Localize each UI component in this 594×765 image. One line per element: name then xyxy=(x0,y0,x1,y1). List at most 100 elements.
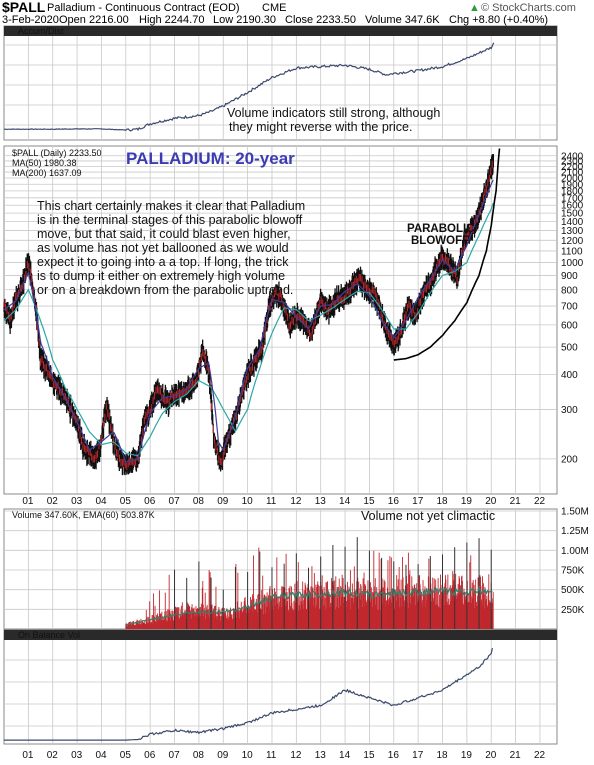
volume-y-tick-label: 250K xyxy=(561,605,585,616)
x-tick-label: 02 xyxy=(47,750,59,761)
obv-frame xyxy=(3,629,558,745)
source-credit: © StockCharts.com xyxy=(481,2,576,14)
x-tick-label: 20 xyxy=(485,750,497,761)
accum-dist-header-bar xyxy=(4,26,557,36)
price-y-tick-label: 1500 xyxy=(561,209,584,220)
price-annotation: This chart certainly makes it clear that… xyxy=(37,199,305,297)
price-annotation-line: move, but that said, it could blast even… xyxy=(37,227,291,241)
price-frame xyxy=(3,145,558,495)
obv-legend: On Balance Vol xyxy=(18,630,80,640)
x-tick-label: 09 xyxy=(217,496,229,507)
x-tick-label: 01 xyxy=(22,750,34,761)
x-tick-label: 05 xyxy=(120,750,132,761)
x-tick-label: 08 xyxy=(193,750,205,761)
x-tick-label: 21 xyxy=(510,496,522,507)
x-tick-label: 15 xyxy=(363,750,375,761)
x-tick-label: 19 xyxy=(461,750,473,761)
volume-y-tick-label: 1.25M xyxy=(561,526,589,537)
header-open: Open 2216.00 xyxy=(59,14,129,26)
x-tick-label: 10 xyxy=(242,750,254,761)
price-y-tick-label: 1700 xyxy=(561,193,584,204)
x-tick-label: 10 xyxy=(242,496,254,507)
accum-dist-line xyxy=(4,42,495,132)
x-tick-label: 13 xyxy=(315,496,327,507)
price-y-tick-label: 1400 xyxy=(561,217,584,228)
x-tick-label: 06 xyxy=(144,496,156,507)
callout-parabolic: PARABOLIC xyxy=(407,223,475,235)
x-tick-label: 13 xyxy=(315,750,327,761)
volume-annotation: Volume not yet climactic xyxy=(361,509,495,523)
price-legend-ma200: MA(200) 1637.09 xyxy=(12,168,82,178)
price-legend-symbol: $PALL (Daily) 2233.50 xyxy=(12,148,102,158)
x-tick-label: 22 xyxy=(534,496,546,507)
obv-panel xyxy=(3,629,558,745)
price-annotation-line: is in the terminal stages of this parabo… xyxy=(37,213,303,227)
accum-dist-legend: Accum/Dist xyxy=(18,26,64,36)
header-high: High 2244.70 xyxy=(139,14,204,26)
x-tick-label: 04 xyxy=(95,496,107,507)
volume-panel: 250K 500K 750K 1.00M 1.25M 1.50M xyxy=(3,507,589,630)
price-annotation-line: or on a breakdown from the parabolic upt… xyxy=(37,283,293,297)
exchange: CME xyxy=(262,2,286,14)
volume-y-tick-label: 500K xyxy=(561,585,585,596)
obv-header-bar xyxy=(4,630,557,640)
accum-dist-panel xyxy=(3,25,558,141)
price-annotation-line: This chart certainly makes it clear that… xyxy=(37,199,305,213)
header-date: 3-Feb-2020 xyxy=(2,14,59,26)
x-tick-label: 07 xyxy=(169,750,181,761)
price-y-tick-label: 1100 xyxy=(561,246,583,257)
volume-y-tick-label: 1.00M xyxy=(561,546,589,557)
price-y-tick-label: 700 xyxy=(561,302,578,313)
price-y-tick-label: 2400 xyxy=(561,151,584,162)
ad-annotation-line-2: they might reverse with the price. xyxy=(229,120,412,134)
price-annotation-line: is to dump it either on extremely high v… xyxy=(37,269,285,283)
x-tick-label: 19 xyxy=(461,496,473,507)
x-tick-label: 14 xyxy=(339,750,351,761)
x-tick-label: 02 xyxy=(47,496,59,507)
x-tick-label: 17 xyxy=(412,496,424,507)
price-y-tick-label: 800 xyxy=(561,285,578,296)
header-volume: Volume 347.6K xyxy=(365,14,440,26)
symbol: $PALL xyxy=(2,0,46,15)
price-y-tick-label: 500 xyxy=(561,343,578,354)
x-tick-label: 17 xyxy=(412,750,424,761)
volume-legend: Volume 347.60K, EMA(60) 503.87K xyxy=(12,510,155,520)
up-arrow-icon: ▲ xyxy=(469,2,480,14)
bottom-x-axis: 01 02 03 04 05 06 07 08 09 10 11 12 13 14 15 16 17 18 19 20… xyxy=(22,750,545,761)
x-tick-label: 12 xyxy=(290,750,302,761)
x-tick-label: 11 xyxy=(266,750,277,761)
x-tick-label: 01 xyxy=(22,496,34,507)
header-change: Chg +8.80 (+0.40%) xyxy=(449,14,548,26)
x-tick-label: 03 xyxy=(71,750,83,761)
ma50-line xyxy=(3,179,494,463)
x-tick-label: 16 xyxy=(388,496,400,507)
ma200-line xyxy=(3,203,494,457)
x-tick-label: 22 xyxy=(534,750,546,761)
callout-blowoff: BLOWOFF xyxy=(411,235,469,247)
price-panel: 200 300 400 500 600 700 800 900 1000110012001300… xyxy=(3,145,584,495)
price-y-tick-label: 2300 xyxy=(561,156,584,167)
x-tick-label: 05 xyxy=(120,496,132,507)
price-y-tick-label: 600 xyxy=(561,320,578,331)
price-y-tick-label: 1900 xyxy=(561,180,584,191)
x-tick-label: 14 xyxy=(339,496,351,507)
x-tick-label: 07 xyxy=(169,496,181,507)
price-x-axis: 01 02 03 04 05 06 07 08 09 10 11 12 13 14 15 16 17 18 19 20… xyxy=(22,496,545,507)
price-y-tick-label: 900 xyxy=(561,271,578,282)
x-tick-label: 06 xyxy=(144,750,156,761)
x-tick-label: 15 xyxy=(363,496,375,507)
price-y-tick-label: 2000 xyxy=(561,174,584,185)
price-y-tick-label: 1200 xyxy=(561,236,584,247)
x-tick-label: 11 xyxy=(266,496,277,507)
volume-ema-line xyxy=(125,584,493,626)
x-tick-label: 09 xyxy=(217,750,229,761)
x-tick-label: 04 xyxy=(95,750,107,761)
x-tick-label: 16 xyxy=(388,750,400,761)
price-annotation-line: expect it to going into a a top. If long… xyxy=(37,255,289,269)
chart-title: PALLADIUM: 20-year xyxy=(126,149,295,168)
price-y-tick-label: 1000 xyxy=(561,258,584,269)
price-y-tick-label: 2100 xyxy=(561,168,584,179)
x-tick-label: 12 xyxy=(290,496,302,507)
parabolic-curve xyxy=(393,148,501,361)
